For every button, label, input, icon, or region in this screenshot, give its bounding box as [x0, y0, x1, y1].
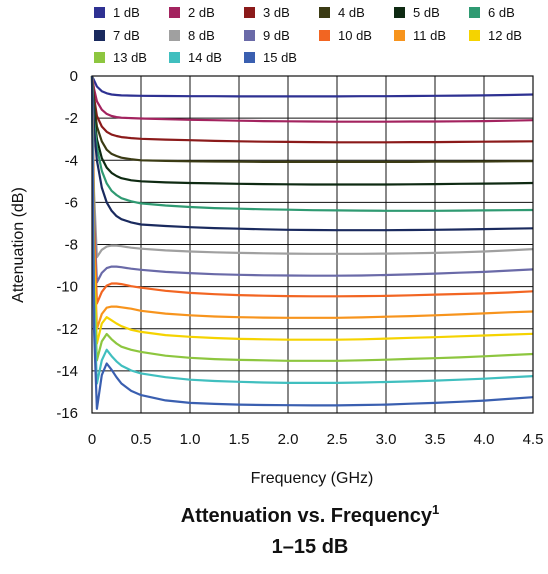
y-tick-label: -8	[65, 237, 78, 254]
series-line	[90, 75, 534, 330]
y-axis-label: Attenuation (dB)	[10, 187, 27, 303]
series-line	[90, 75, 534, 410]
legend-label: 10 dB	[338, 28, 372, 43]
y-tick-label: -14	[56, 363, 78, 380]
legend-swatch	[319, 30, 330, 41]
series-line	[90, 75, 534, 345]
legend-label: 3 dB	[263, 5, 290, 20]
series-line	[90, 75, 534, 362]
legend-label: 8 dB	[188, 28, 215, 43]
series-line	[90, 75, 534, 284]
legend-swatch	[394, 30, 405, 41]
legend-swatch	[244, 52, 255, 63]
series-lines	[90, 75, 534, 410]
y-tick-label: -4	[65, 152, 78, 169]
legend-label: 4 dB	[338, 5, 365, 20]
legend-swatch	[94, 52, 105, 63]
legend-swatch	[469, 30, 480, 41]
tick-labels: 0 0.5 1.0 1.5 2.0 2.5 3.0 3.5 4.0 4.5 0 -2 -4 -6 -8 -10…	[56, 68, 543, 448]
x-tick-label: 2.5	[327, 431, 348, 448]
series-line	[90, 75, 534, 385]
legend-label: 13 dB	[113, 50, 147, 65]
x-tick-label: 4.5	[523, 431, 544, 448]
legend-swatch	[94, 7, 105, 18]
y-tick-label: -6	[65, 194, 78, 211]
series-line	[90, 75, 534, 305]
y-tick-label: -16	[56, 405, 78, 422]
x-tick-label: 2.0	[278, 431, 299, 448]
y-tick-label: -12	[56, 321, 78, 338]
legend-label: 9 dB	[263, 28, 290, 43]
x-tick-label: 4.0	[474, 431, 495, 448]
legend-swatch	[394, 7, 405, 18]
legend-swatch	[469, 7, 480, 18]
y-tick-label: -10	[56, 279, 78, 296]
series-line	[90, 75, 534, 144]
x-tick-label: 0.5	[131, 431, 152, 448]
legend-swatch	[169, 30, 180, 41]
legend-label: 11 dB	[413, 28, 446, 43]
series-line	[90, 75, 534, 123]
series-line	[91, 75, 534, 98]
grid	[92, 76, 533, 413]
series-line	[90, 75, 534, 186]
x-tick-label: 0	[88, 431, 96, 448]
legend-swatch	[244, 7, 255, 18]
series-line	[90, 75, 534, 212]
legend-label: 1 dB	[113, 5, 140, 20]
chart-title-superscript: 1	[432, 502, 439, 517]
x-tick-label: 1.5	[229, 431, 250, 448]
plot-frame	[91, 75, 534, 414]
chart-title-line: Attenuation vs. Frequency1	[181, 502, 439, 527]
x-axis-label: Frequency (GHz)	[251, 470, 374, 487]
legend-label: 15 dB	[263, 50, 297, 65]
legend-label: 5 dB	[413, 5, 440, 20]
series-line	[90, 75, 534, 163]
chart-title: Attenuation vs. Frequency	[181, 505, 433, 527]
legend-swatch	[94, 30, 105, 41]
legend-swatch	[169, 52, 180, 63]
x-tick-label: 3.0	[376, 431, 397, 448]
series-line	[90, 75, 534, 232]
y-tick-label: -2	[65, 110, 78, 127]
x-tick-label: 3.5	[425, 431, 446, 448]
series-line	[90, 75, 534, 259]
legend-swatch	[169, 7, 180, 18]
x-tick-label: 1.0	[180, 431, 201, 448]
legend-label: 7 dB	[113, 28, 140, 43]
y-tick-label: 0	[70, 68, 78, 85]
chart-subtitle: 1–15 dB	[272, 536, 349, 558]
legend-label: 14 dB	[188, 50, 222, 65]
legend: 1 dB 2 dB 3 dB 4 dB 5 dB 6 dB 7 dB 8 dB 9 dB 10 d…	[94, 5, 522, 65]
legend-label: 2 dB	[188, 5, 215, 20]
legend-swatch	[319, 7, 330, 18]
legend-label: 6 dB	[488, 5, 515, 20]
legend-swatch	[244, 30, 255, 41]
legend-label: 12 dB	[488, 28, 522, 43]
